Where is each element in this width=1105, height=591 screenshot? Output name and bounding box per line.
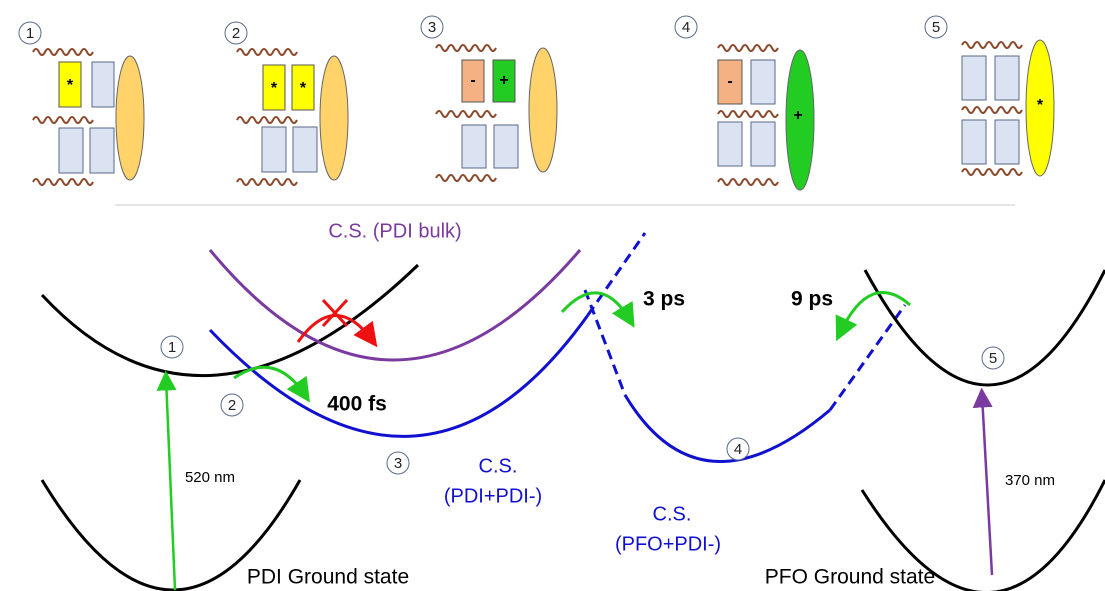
pfo-excited-curve	[865, 270, 1105, 385]
diagram: 1 * 2 * * 3 - + 4 - + 5 *	[0, 0, 1105, 591]
pfo	[529, 48, 557, 172]
ground-state-label: PDI Ground state	[247, 566, 409, 589]
cs-pdi-curve	[210, 315, 588, 436]
chain	[962, 107, 1022, 113]
state-number: 1	[168, 339, 176, 356]
curve-label: (PFO+PDI-)	[615, 533, 721, 555]
panel-number: 5	[932, 19, 940, 36]
chain	[436, 111, 496, 117]
chain	[436, 175, 496, 181]
mark: *	[300, 80, 307, 97]
pdi	[718, 122, 742, 166]
transfer-arrow	[562, 293, 630, 320]
pdi	[751, 122, 775, 166]
pdi	[751, 60, 775, 104]
state-number: 2	[228, 397, 236, 414]
wavelength-label: 520 nm	[185, 469, 235, 486]
chain	[33, 117, 93, 123]
pdi	[962, 120, 986, 164]
pfo	[320, 56, 348, 180]
panel-number: 1	[26, 25, 34, 42]
pdi	[995, 56, 1019, 100]
chain	[436, 45, 496, 51]
time-label: 9 ps	[791, 288, 833, 311]
pdi	[59, 128, 83, 173]
mark: *	[1037, 97, 1044, 114]
pdi	[995, 120, 1019, 164]
mark: -	[727, 73, 732, 90]
chain	[237, 117, 297, 123]
mark: +	[793, 107, 802, 124]
state-number: 4	[734, 441, 742, 458]
pdi	[462, 125, 486, 168]
chain	[237, 179, 297, 185]
block-cross	[323, 300, 347, 326]
mark: *	[271, 80, 278, 97]
curve-label: C.S. (PDI bulk)	[328, 220, 461, 242]
curve-label: C.S.	[479, 455, 518, 477]
pfo	[116, 56, 144, 180]
excitation-arrow	[166, 378, 175, 590]
panel-number: 4	[682, 19, 690, 36]
pdi	[962, 56, 986, 100]
panel: 5 *	[925, 16, 1054, 176]
pdi	[293, 127, 317, 172]
panel: 1 *	[19, 22, 144, 185]
chain	[33, 49, 93, 55]
chain	[962, 169, 1022, 175]
curve-label: C.S.	[653, 503, 692, 525]
state-number: 5	[989, 350, 997, 367]
panel-number: 2	[232, 25, 240, 42]
mark: *	[67, 77, 74, 94]
mark: -	[470, 72, 475, 89]
chain	[718, 179, 778, 185]
chain	[237, 49, 297, 55]
transfer-arrow	[234, 367, 305, 395]
chain	[33, 179, 93, 185]
panel-number: 3	[428, 19, 436, 36]
time-label: 3 ps	[643, 288, 685, 311]
cs-bulk-curve	[210, 250, 580, 360]
pdi	[494, 125, 518, 168]
cs-pfo-dashed	[830, 305, 905, 410]
chain	[718, 45, 778, 51]
panel: 2 * *	[225, 22, 348, 185]
pdi-excited-curve	[42, 265, 418, 376]
pdi	[92, 62, 114, 107]
chain	[718, 111, 778, 117]
state-number: 3	[394, 455, 402, 472]
mark: +	[499, 72, 508, 89]
wavelength-label: 370 nm	[1005, 472, 1055, 489]
ground-state-label: PFO Ground state	[765, 566, 935, 589]
curve-label: (PDI+PDI-)	[444, 485, 542, 507]
time-label: 400 fs	[327, 393, 387, 416]
chain	[962, 42, 1022, 48]
excitation-arrow	[982, 395, 992, 575]
panel: 3 - +	[421, 16, 557, 181]
pdi	[90, 128, 114, 173]
pdi	[262, 127, 286, 172]
panel: 4 - +	[675, 16, 814, 190]
